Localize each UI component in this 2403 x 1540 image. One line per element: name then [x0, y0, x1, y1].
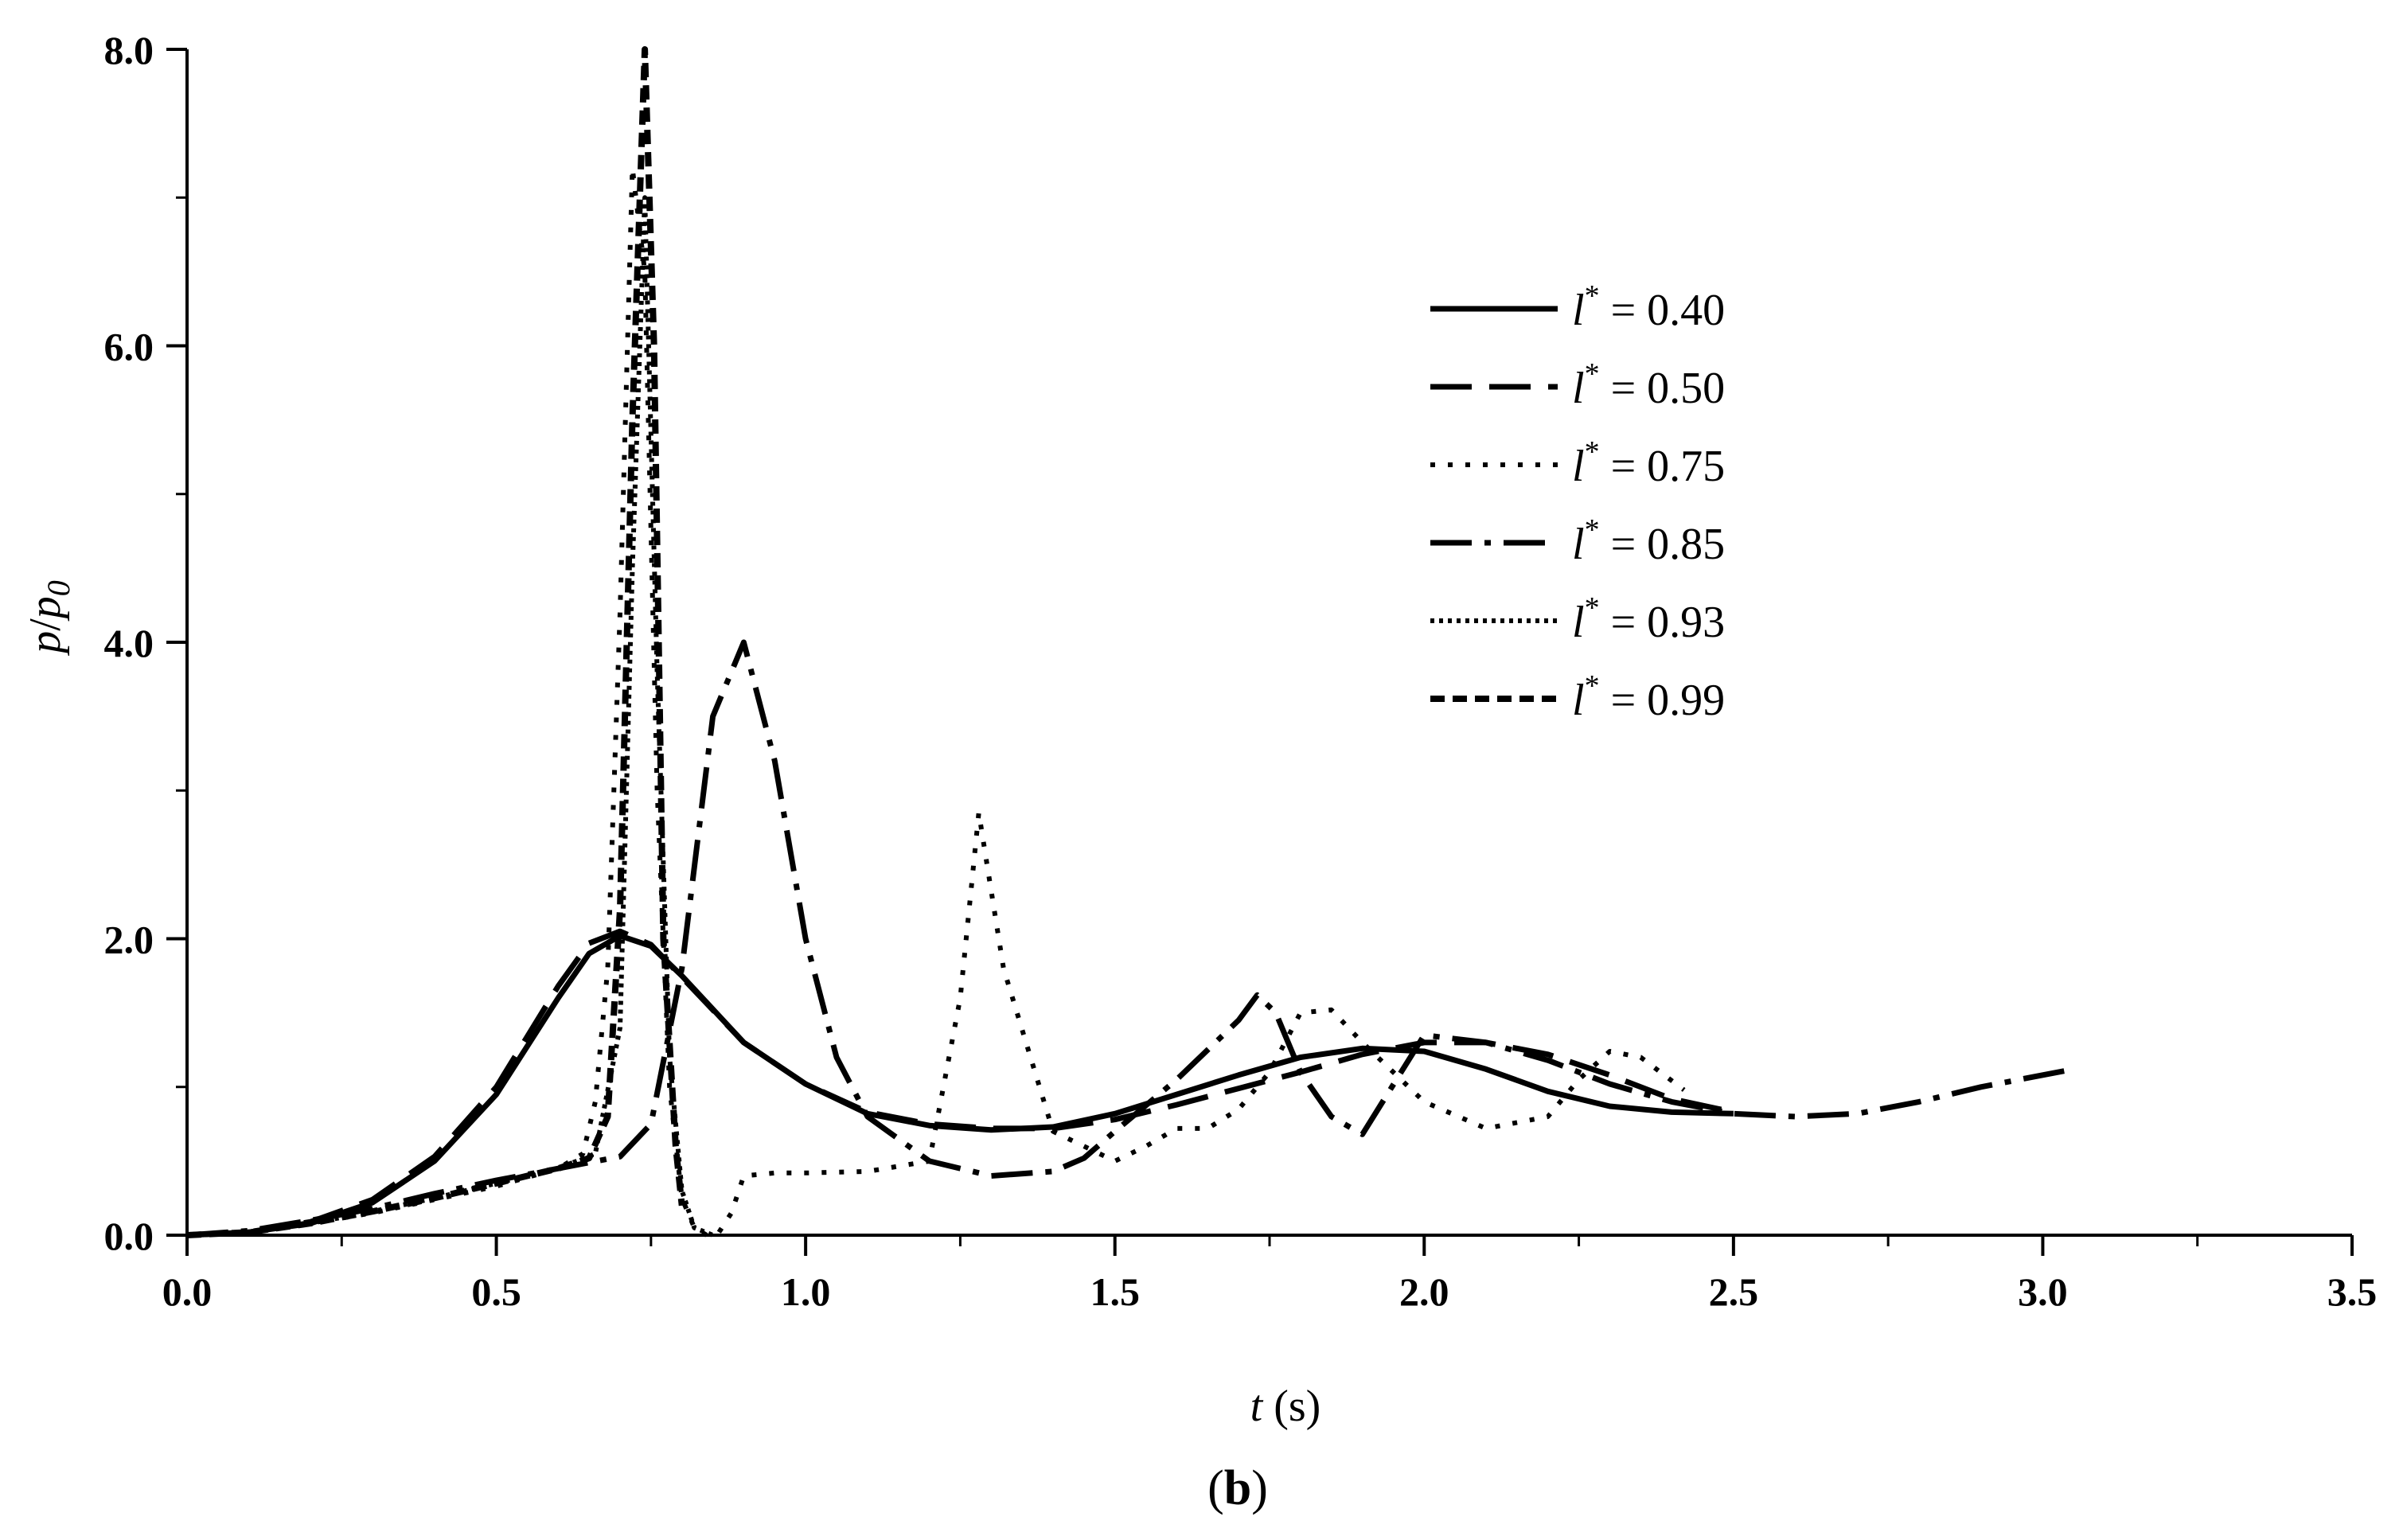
y-tick-label: 4.0 — [104, 621, 154, 665]
x-tick-label: 3.5 — [2327, 1269, 2378, 1314]
series-line-6 — [186, 46, 685, 1238]
x-tick-label: 1.0 — [781, 1269, 831, 1314]
y-tick-label: 6.0 — [104, 325, 154, 369]
y-axis-label: p/p0 — [21, 580, 76, 657]
x-axis-label: t (s) — [1250, 1382, 1321, 1431]
y-tick-label: 8.0 — [104, 28, 154, 72]
x-tick-label: 2.5 — [1709, 1269, 1759, 1314]
x-tick-label: 0.0 — [162, 1269, 213, 1314]
legend-entry-3: l* = 0.75 — [1572, 435, 1725, 491]
series-line-3 — [186, 166, 1686, 1238]
legend-entry-1: l* = 0.40 — [1572, 279, 1725, 335]
legend: l* = 0.40 l* = 0.50 l* = 0.75 l* = 0.85 l* =… — [1430, 279, 1725, 725]
x-tick-label: 1.5 — [1090, 1269, 1140, 1314]
series-line-1 — [186, 933, 1734, 1238]
series-line-4 — [186, 639, 2074, 1238]
legend-entry-2: l* = 0.50 — [1572, 357, 1725, 413]
plot-area — [186, 46, 2074, 1238]
y-tick-label: 2.0 — [104, 918, 154, 962]
x-tick-label: 2.0 — [1399, 1269, 1449, 1314]
x-tick-label: 0.5 — [471, 1269, 521, 1314]
y-tick-label: 0.0 — [104, 1214, 154, 1258]
panel-label: (b) — [1207, 1461, 1268, 1515]
series-line-5 — [186, 195, 714, 1238]
ticks: 0.0 0.5 1.0 1.5 2.0 2.5 3.0 3.5 0.0 2.0 4.0 6.0 8.0 — [104, 28, 2378, 1314]
series-line-2 — [186, 928, 1734, 1238]
legend-entry-4: l* = 0.85 — [1572, 513, 1725, 569]
legend-entry-5: l* = 0.93 — [1572, 591, 1725, 647]
legend-entry-6: l* = 0.99 — [1572, 669, 1725, 725]
x-tick-label: 3.0 — [2018, 1269, 2068, 1314]
